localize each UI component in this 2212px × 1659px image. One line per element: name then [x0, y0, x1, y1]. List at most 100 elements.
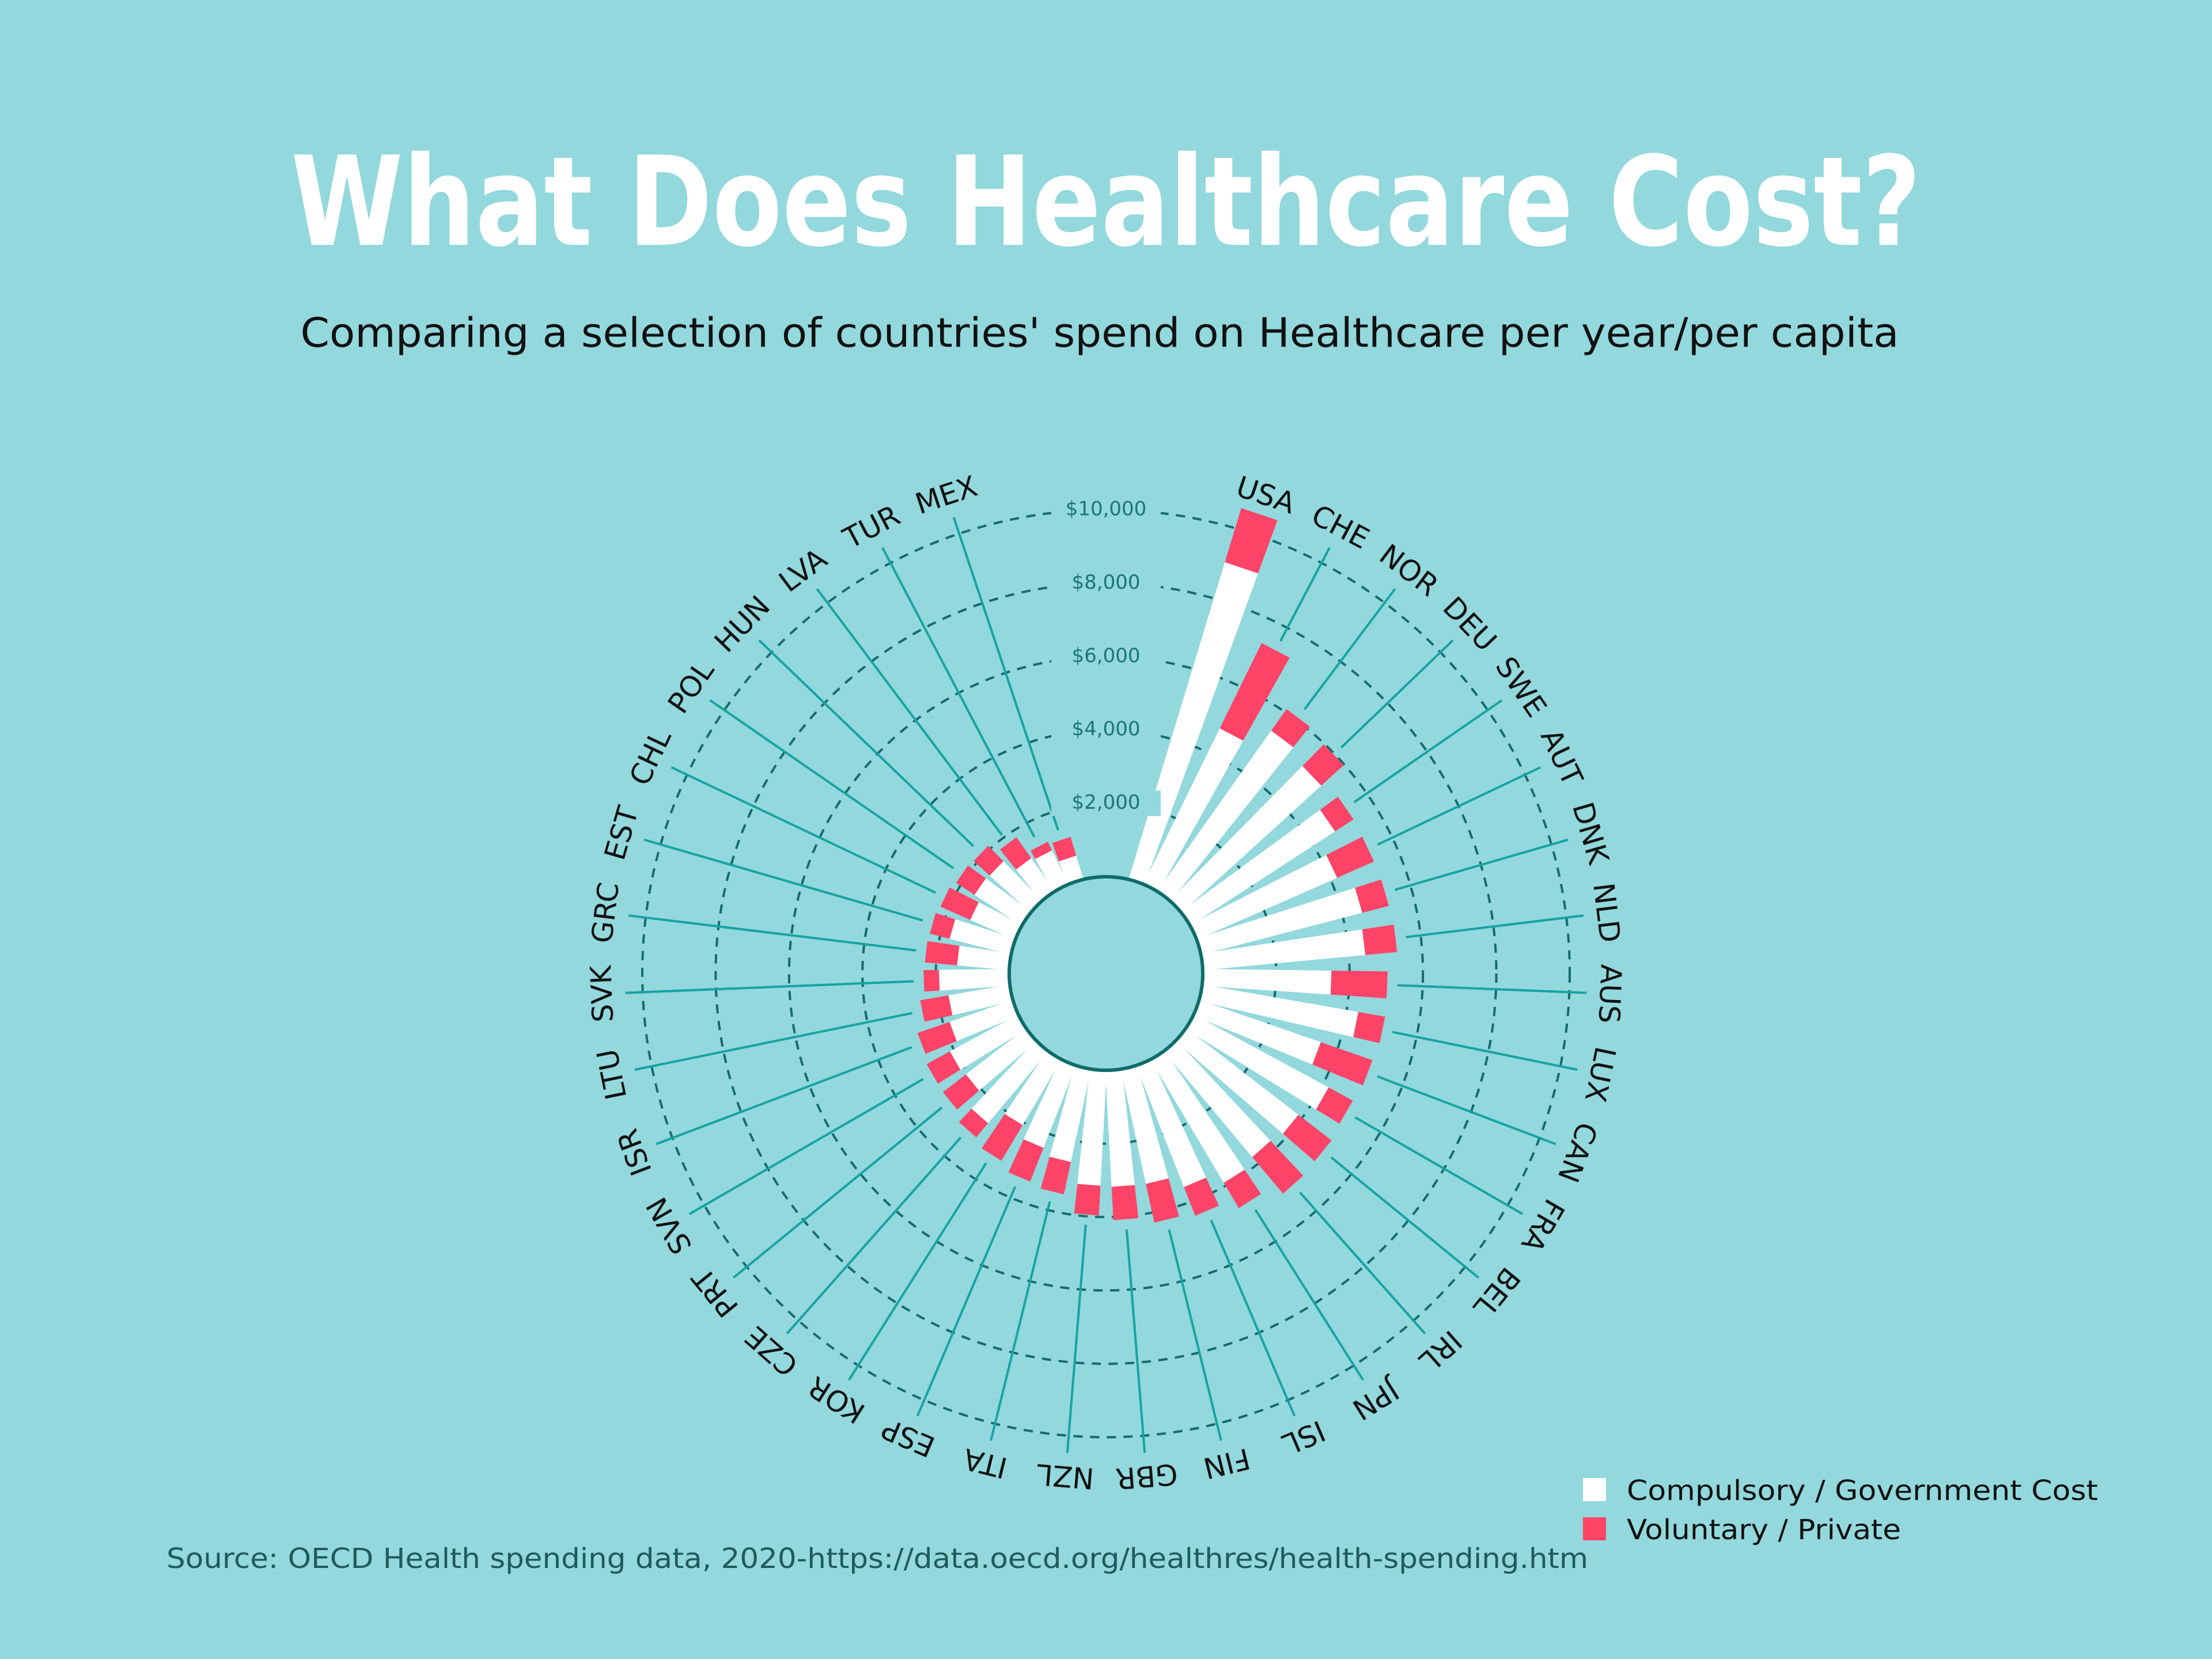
bar-compulsory-nzl [1077, 1067, 1107, 1186]
country-label-nld: NLD [1586, 881, 1627, 945]
bars [917, 508, 1397, 1223]
bar-compulsory-lva [1016, 858, 1056, 903]
bar-compulsory-mex [1059, 855, 1084, 887]
country-label-grc: GRC [585, 880, 626, 945]
bar-voluntary-dnk [1355, 879, 1389, 913]
spoke-line [990, 1201, 1051, 1441]
legend-item-voluntary: Voluntary / Private [1583, 1514, 1901, 1546]
legend-swatch-voluntary [1583, 1517, 1606, 1540]
tick-label-backdrop [1051, 497, 1161, 522]
bar-compulsory-grc [957, 945, 1013, 971]
spoke-line [1330, 1156, 1480, 1279]
bar-voluntary-bel [1283, 1115, 1332, 1161]
bar-voluntary-mex [1052, 836, 1077, 862]
tick-label-backdrop [1051, 643, 1161, 669]
radial-tick-labels: $2,000 $4,000 $6,000 $8,000 $10,000 [1051, 497, 1161, 816]
bar-compulsory-nor [1156, 730, 1294, 903]
bar-voluntary-nld [1362, 925, 1397, 955]
source-note: Source: OECD Health spending data, 2020-… [166, 1543, 1588, 1575]
bar-compulsory-isr [949, 999, 1021, 1041]
spoke-line [1340, 639, 1454, 749]
radial-tick-label: $4,000 [1072, 718, 1141, 741]
bar-compulsory-aut [1187, 855, 1338, 941]
spoke-line [1397, 984, 1587, 994]
tick-label-backdrop [1051, 790, 1161, 816]
spoke-line [1377, 1075, 1556, 1145]
bar-voluntary-nzl [1074, 1184, 1101, 1215]
bar-compulsory-ita [1049, 1063, 1092, 1162]
spoke-line [1377, 766, 1541, 846]
bar-compulsory-svk [938, 969, 1012, 991]
bar-compulsory-isl [1135, 1057, 1206, 1187]
bar-voluntary-fin [1146, 1178, 1179, 1223]
bar-voluntary-aus [1330, 971, 1388, 999]
bar-voluntary-fra [1316, 1087, 1353, 1124]
legend-item-compulsory: Compulsory / Government Cost [1583, 1475, 2098, 1507]
radial-tick-label: $2,000 [1072, 791, 1141, 814]
spoke-line [1392, 1031, 1578, 1071]
spoke-line [1406, 914, 1584, 938]
spoke-line [952, 517, 1059, 831]
spoke-line [1125, 1229, 1146, 1453]
bar-voluntary-svk [923, 969, 940, 992]
spoke-line [1353, 699, 1503, 804]
spoke-line [709, 699, 955, 869]
spoke-line [758, 639, 975, 847]
legend: Compulsory / Government Cost Voluntary /… [1583, 1475, 2098, 1546]
bar-compulsory-swe [1179, 809, 1335, 927]
bar-voluntary-kor [982, 1113, 1023, 1161]
bar-voluntary-isl [1184, 1177, 1219, 1216]
bar-voluntary-est [930, 913, 956, 939]
tick-label-backdrop [1051, 717, 1161, 743]
center-circle [1007, 875, 1205, 1072]
page-subtitle: Comparing a selection of countries' spen… [301, 309, 1899, 357]
spoke-line [688, 1078, 924, 1215]
spoke-line [916, 1185, 1017, 1416]
bar-voluntary-deu [1302, 744, 1344, 786]
gridline-ring [641, 509, 1571, 1438]
country-label-gbr: GBR [1114, 1457, 1179, 1495]
spoke-lines [625, 517, 1587, 1453]
bar-compulsory-aus [1200, 969, 1332, 995]
bar-voluntary-chl [940, 887, 979, 920]
spoke-line [643, 838, 923, 922]
bar-voluntary-che [1219, 643, 1290, 741]
spoke-line [1254, 1209, 1364, 1381]
bar-compulsory-bel [1173, 1027, 1299, 1134]
bar-compulsory-esp [1023, 1057, 1077, 1148]
spoke-line [625, 980, 914, 994]
bar-compulsory-che [1142, 728, 1244, 894]
country-label-nzl: NZL [1035, 1457, 1095, 1495]
spoke-line [1299, 1191, 1426, 1335]
bar-voluntary-ita [1040, 1157, 1071, 1195]
bar-compulsory-deu [1168, 766, 1321, 914]
bar-compulsory-chl [970, 902, 1025, 941]
spoke-line [1210, 1219, 1296, 1416]
spoke-line [1395, 838, 1569, 891]
spoke-line [732, 1106, 943, 1279]
spoke-line [848, 1162, 987, 1381]
bar-voluntary-gbr [1111, 1185, 1139, 1221]
spoke-line [1279, 547, 1331, 642]
bar-voluntary-usa [1225, 508, 1278, 574]
bar-compulsory-jpn [1149, 1048, 1245, 1183]
bar-voluntary-swe [1320, 797, 1354, 832]
bar-compulsory-ltu [948, 984, 1016, 1016]
bar-voluntary-jpn [1224, 1169, 1262, 1209]
bar-voluntary-cze [959, 1108, 988, 1138]
bar-compulsory-gbr [1105, 1067, 1135, 1187]
page-title: What Does Healthcare Cost? [291, 130, 1921, 274]
bar-voluntary-isr [917, 1022, 957, 1054]
spoke-line [1354, 1116, 1524, 1215]
bar-voluntary-nor [1271, 709, 1310, 748]
spoke-line [1303, 588, 1396, 710]
radial-tick-label: $8,000 [1072, 571, 1141, 594]
spoke-line [628, 914, 916, 952]
bar-compulsory-svn [949, 1013, 1029, 1070]
bar-compulsory-est [949, 919, 1018, 956]
spoke-line [656, 1046, 912, 1145]
legend-swatch-compulsory [1583, 1478, 1606, 1501]
bar-voluntary-grc [925, 941, 960, 965]
